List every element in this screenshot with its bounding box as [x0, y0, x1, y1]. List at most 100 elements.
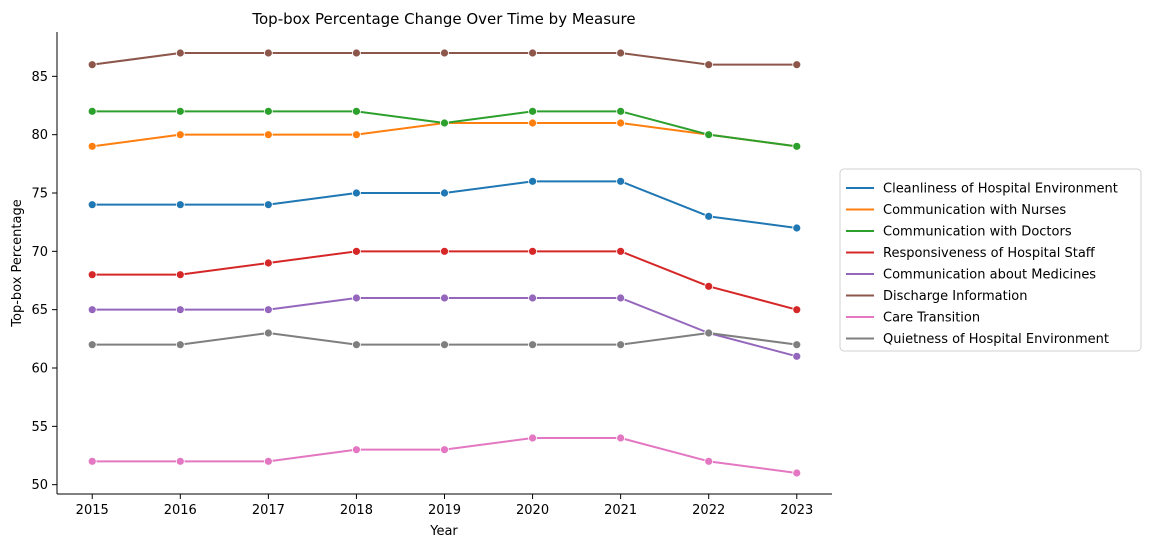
data-point-4-1	[176, 306, 184, 314]
series-line-6	[92, 438, 797, 473]
data-point-7-6	[617, 341, 625, 349]
data-point-7-7	[705, 329, 713, 337]
data-point-6-1	[176, 457, 184, 465]
y-tick-label-0: 50	[31, 478, 48, 493]
x-tick-label-4: 2019	[428, 503, 461, 518]
data-point-2-5	[529, 107, 537, 115]
data-point-0-8	[793, 224, 801, 232]
x-tick-label-6: 2021	[604, 503, 637, 518]
x-tick-label-1: 2016	[164, 503, 197, 518]
data-point-6-5	[529, 434, 537, 442]
data-point-6-2	[264, 457, 272, 465]
data-point-1-2	[264, 131, 272, 139]
data-point-5-1	[176, 49, 184, 57]
data-point-7-8	[793, 341, 801, 349]
data-point-4-2	[264, 306, 272, 314]
legend-label-2: Communication with Doctors	[883, 225, 1072, 240]
y-tick-label-2: 60	[31, 362, 48, 377]
data-point-6-3	[352, 446, 360, 454]
data-point-6-4	[441, 446, 449, 454]
data-point-1-6	[617, 119, 625, 127]
data-point-3-7	[705, 282, 713, 290]
x-tick-label-2: 2017	[252, 503, 285, 518]
data-point-1-1	[176, 131, 184, 139]
y-tick-label-4: 70	[31, 245, 48, 260]
y-axis-label: Top-box Percentage	[10, 199, 25, 327]
data-point-2-3	[352, 107, 360, 115]
y-tick-label-7: 85	[31, 70, 48, 85]
y-tick-label-1: 55	[31, 420, 48, 435]
data-point-7-4	[441, 341, 449, 349]
legend-label-5: Discharge Information	[883, 289, 1028, 304]
legend-label-6: Care Transition	[883, 311, 980, 326]
data-point-6-0	[88, 457, 96, 465]
data-point-7-1	[176, 341, 184, 349]
x-tick-label-8: 2023	[780, 503, 813, 518]
data-point-5-7	[705, 61, 713, 69]
data-point-7-5	[529, 341, 537, 349]
data-point-3-1	[176, 271, 184, 279]
data-point-5-4	[441, 49, 449, 57]
data-point-3-0	[88, 271, 96, 279]
x-tick-label-5: 2020	[516, 503, 549, 518]
data-point-2-0	[88, 107, 96, 115]
plot-area	[88, 49, 801, 477]
legend-label-1: Communication with Nurses	[883, 203, 1066, 218]
y-tick-label-3: 65	[31, 303, 48, 318]
legend: Cleanliness of Hospital Environment Commu…	[840, 169, 1141, 351]
data-point-5-2	[264, 49, 272, 57]
data-point-3-6	[617, 247, 625, 255]
y-tick-label-6: 80	[31, 128, 48, 143]
data-point-0-0	[88, 201, 96, 209]
data-point-2-7	[705, 131, 713, 139]
data-point-2-2	[264, 107, 272, 115]
data-point-5-3	[352, 49, 360, 57]
data-point-0-4	[441, 189, 449, 197]
series-line-2	[92, 111, 797, 146]
legend-label-4: Communication about Medicines	[883, 268, 1096, 283]
data-point-3-3	[352, 247, 360, 255]
data-point-1-3	[352, 131, 360, 139]
data-point-2-8	[793, 142, 801, 150]
data-point-4-4	[441, 294, 449, 302]
x-tick-label-3: 2018	[340, 503, 373, 518]
data-point-3-8	[793, 306, 801, 314]
data-point-0-6	[617, 177, 625, 185]
data-point-3-4	[441, 247, 449, 255]
data-point-5-0	[88, 61, 96, 69]
data-point-7-0	[88, 341, 96, 349]
data-point-7-3	[352, 341, 360, 349]
data-point-4-5	[529, 294, 537, 302]
data-point-3-2	[264, 259, 272, 267]
x-axis-label: Year	[429, 524, 458, 539]
chart-title: Top-box Percentage Change Over Time by M…	[251, 10, 635, 28]
data-point-5-8	[793, 61, 801, 69]
data-point-3-5	[529, 247, 537, 255]
data-point-6-6	[617, 434, 625, 442]
data-point-2-4	[441, 119, 449, 127]
y-tick-label-5: 75	[31, 187, 48, 202]
data-point-1-0	[88, 142, 96, 150]
data-point-0-2	[264, 201, 272, 209]
data-point-4-6	[617, 294, 625, 302]
x-tick-label-7: 2022	[692, 503, 725, 518]
data-point-4-0	[88, 306, 96, 314]
x-tick-label-0: 2015	[76, 503, 109, 518]
data-point-5-6	[617, 49, 625, 57]
data-point-4-8	[793, 352, 801, 360]
data-point-0-3	[352, 189, 360, 197]
data-point-6-7	[705, 457, 713, 465]
legend-label-7: Quietness of Hospital Environment	[883, 332, 1109, 347]
series-line-0	[92, 181, 797, 228]
legend-label-3: Responsiveness of Hospital Staff	[883, 246, 1096, 261]
data-point-2-6	[617, 107, 625, 115]
data-point-0-5	[529, 177, 537, 185]
data-point-7-2	[264, 329, 272, 337]
data-point-4-3	[352, 294, 360, 302]
data-point-0-7	[705, 212, 713, 220]
data-point-1-5	[529, 119, 537, 127]
data-point-2-1	[176, 107, 184, 115]
data-point-5-5	[529, 49, 537, 57]
legend-label-0: Cleanliness of Hospital Environment	[883, 182, 1118, 197]
